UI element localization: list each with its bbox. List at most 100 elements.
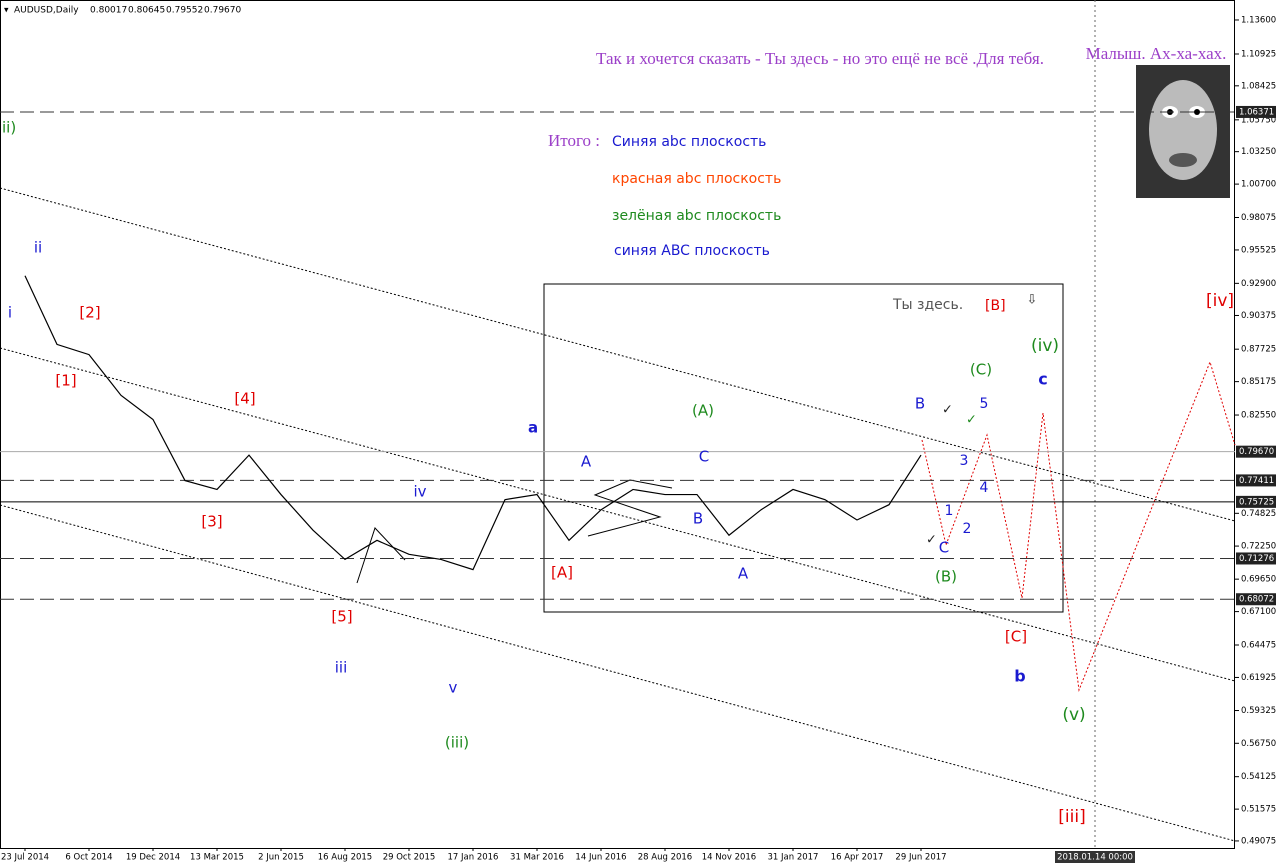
check-mark: ✓ <box>942 403 953 418</box>
annotation: B <box>693 510 703 528</box>
annotation: 1 <box>945 503 954 519</box>
y-tick-label: 0.87725 <box>1241 345 1276 355</box>
cursor-box <box>1055 851 1135 863</box>
y-tick-label: 0.95525 <box>1241 245 1276 255</box>
level-box <box>1236 474 1276 487</box>
y-tick-label: 0.64475 <box>1241 641 1276 651</box>
y-tick-label: 1.00700 <box>1241 180 1276 190</box>
y-tick-label: 0.51575 <box>1241 805 1276 815</box>
x-tick-label: 14 Jun 2016 <box>575 853 626 863</box>
zone-box <box>543 283 1064 613</box>
annotation: [4] <box>234 390 255 408</box>
annotation: B <box>915 395 925 413</box>
ohlc: 0.79552 <box>166 6 203 16</box>
face-image <box>1136 65 1230 198</box>
annotation: [1] <box>55 372 76 390</box>
y-tick-label: 0.85175 <box>1241 377 1276 387</box>
x-tick-label: 31 Jan 2017 <box>768 853 819 863</box>
ohlc: 0.79670 <box>204 6 241 16</box>
channel-line <box>0 187 1236 522</box>
y-tick-label: 0.56750 <box>1241 739 1276 749</box>
annotation: (iii) <box>445 734 469 752</box>
annotation: [iv] <box>1206 291 1234 311</box>
annotation: (v) <box>1062 705 1085 725</box>
y-tick-label: 1.05750 <box>1241 115 1276 125</box>
x-tick-label: 16 Apr 2017 <box>831 853 884 863</box>
triangle <box>356 527 406 584</box>
x-tick-label: 2 Jun 2015 <box>258 853 304 863</box>
symbol-caret: ▾ <box>4 6 9 16</box>
y-tick-label: 0.92900 <box>1241 279 1276 289</box>
level-label: 0.79670 <box>1239 447 1274 457</box>
plot-frame <box>0 0 1235 849</box>
annotation: Итого : <box>548 131 600 150</box>
annotation: (B) <box>935 568 957 586</box>
annotation: ii <box>34 239 42 257</box>
annotation: (iv) <box>1031 336 1059 356</box>
annotation: Так и хочется сказать - Ты здесь - но эт… <box>596 49 1044 68</box>
annotation: A <box>738 565 749 583</box>
x-tick-label: 16 Aug 2015 <box>318 853 372 863</box>
annotation: 3 <box>960 453 969 469</box>
channel-line <box>0 504 1236 842</box>
annotation: a <box>528 419 538 437</box>
annotation: (A) <box>692 402 714 420</box>
ohlc: 0.80017 <box>90 6 127 16</box>
level-label: 1.06371 <box>1239 107 1274 117</box>
x-tick-label: 31 Mar 2016 <box>510 853 564 863</box>
x-tick-label: 19 Dec 2014 <box>126 853 180 863</box>
cursor-label: 2018.01.14 00:00 <box>1057 853 1133 863</box>
level-box <box>1236 445 1276 458</box>
y-tick-label: 1.10925 <box>1241 50 1276 60</box>
annotation: iii <box>335 659 348 677</box>
annotation: Малыш. Ах-ха-хах. <box>1086 44 1227 63</box>
annotation: iv <box>413 483 426 501</box>
y-tick-label: 0.69650 <box>1241 575 1276 585</box>
annotation: [A] <box>551 564 573 582</box>
annotation: [3] <box>201 513 222 531</box>
annotation: C <box>939 539 949 557</box>
level-label: 0.71276 <box>1239 554 1274 564</box>
y-tick-label: 0.54125 <box>1241 772 1276 782</box>
y-tick-label: 0.74825 <box>1241 509 1276 519</box>
level-box <box>1236 105 1276 118</box>
annotation: v <box>449 679 458 697</box>
annotation: ii) <box>2 119 16 137</box>
annotation: зелёная abc плоскость <box>612 208 781 224</box>
x-tick-label: 23 Jul 2014 <box>1 853 49 863</box>
annotation: [5] <box>331 608 352 626</box>
y-tick-label: 1.03250 <box>1241 147 1276 157</box>
level-box <box>1236 495 1276 508</box>
level-label: 0.77411 <box>1239 476 1274 486</box>
arrow-icon: ⇩ <box>1027 293 1038 308</box>
annotation: Ты здесь. <box>892 297 963 313</box>
y-tick-label: 0.67100 <box>1241 607 1276 617</box>
annotation: (C) <box>970 361 992 379</box>
annotation: [2] <box>79 304 100 322</box>
y-tick-label: 0.98075 <box>1241 213 1276 223</box>
annotation: Синяя abc плоскость <box>612 134 766 150</box>
level-label: 0.75725 <box>1239 497 1274 507</box>
annotation: C <box>699 448 709 466</box>
annotation: 5 <box>980 396 989 412</box>
annotation: A <box>581 453 592 471</box>
projection <box>921 360 1236 692</box>
y-tick-label: 0.49075 <box>1241 836 1276 846</box>
y-tick-label: 1.08425 <box>1241 81 1276 91</box>
x-tick-label: 6 Oct 2014 <box>65 853 112 863</box>
triangle <box>587 479 673 537</box>
x-tick-label: 29 Jun 2017 <box>895 853 946 863</box>
annotation: синяя ABC плоскость <box>614 243 770 259</box>
y-tick-label: 0.61925 <box>1241 673 1276 683</box>
annotation: 4 <box>980 480 989 496</box>
annotation: c <box>1038 370 1047 389</box>
y-tick-label: 0.59325 <box>1241 706 1276 716</box>
x-tick-label: 29 Oct 2015 <box>383 853 436 863</box>
channel-line <box>0 347 1236 682</box>
symbol: AUDUSD,Daily <box>14 6 79 16</box>
x-tick-label: 17 Jan 2016 <box>448 853 499 863</box>
x-tick-label: 14 Nov 2016 <box>702 853 756 863</box>
x-tick-label: 28 Aug 2016 <box>638 853 692 863</box>
